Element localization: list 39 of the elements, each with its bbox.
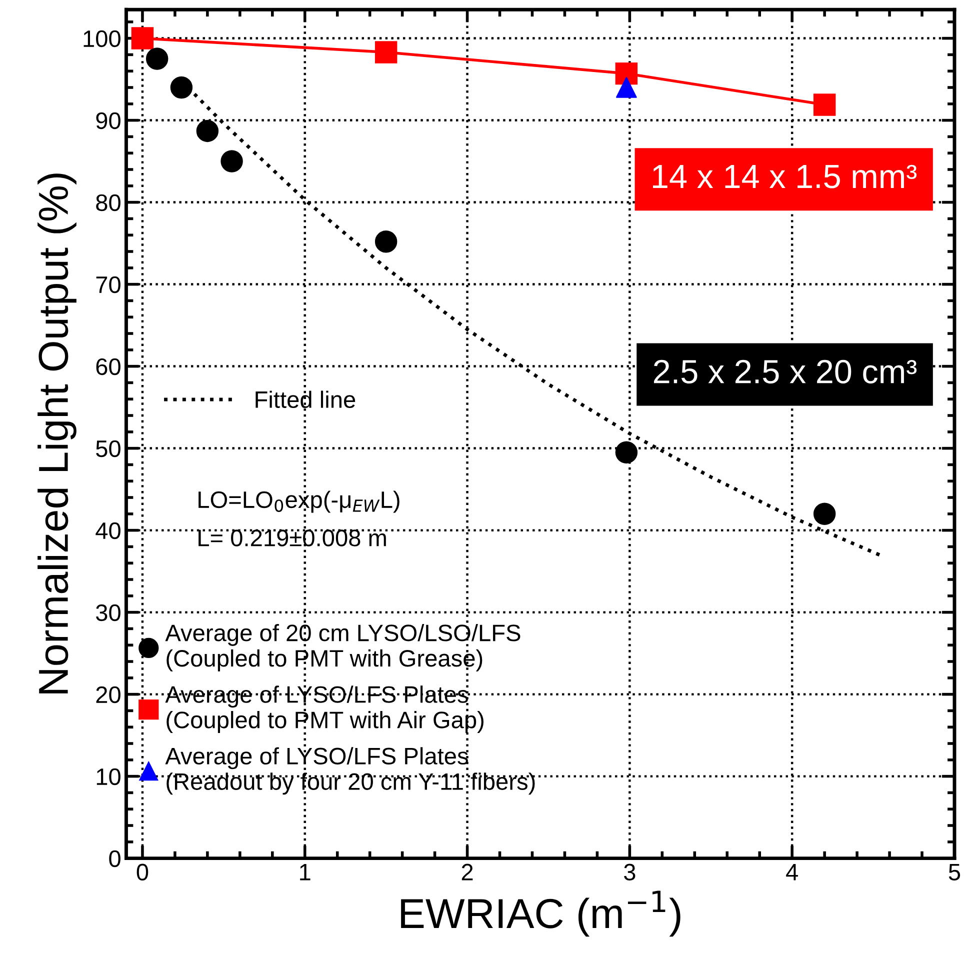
point: [813, 94, 836, 116]
x-axis-title: EWRIAC (m$^{−1}$): [401, 890, 680, 937]
legend-label: Fitted line: [256, 390, 356, 408]
x-tick-label: 2: [462, 864, 473, 880]
point: [616, 77, 637, 98]
y-tick-label: 50: [96, 440, 120, 458]
point: [196, 120, 219, 142]
y-tick-label: 100: [84, 30, 120, 48]
x-tick-label: 1: [300, 864, 310, 880]
point: [170, 76, 193, 99]
y-tick-label: 40: [96, 522, 120, 540]
y-tick-label: 90: [96, 112, 120, 130]
point: [615, 441, 638, 464]
point: [220, 150, 243, 172]
point: [374, 230, 398, 253]
x-tick-label: 5: [948, 864, 960, 881]
annotation: LO=LO$_{0}$exp(-μ$_{EW}$L): [198, 490, 400, 513]
point: [615, 62, 638, 85]
point: [146, 48, 168, 70]
y-tick-label: 10: [96, 768, 120, 786]
y-tick-label: 80: [96, 194, 120, 212]
annotation: 2.5 x 2.5 x 20 cm³: [654, 360, 917, 384]
point: [374, 41, 398, 64]
x-tick-label: 4: [786, 864, 798, 880]
point: [813, 502, 836, 526]
y-tick-label: 20: [96, 686, 120, 704]
legend-label: Average of LYSO/LFS Plates (Readout by four 20 cm Y-11 fibers): [165, 747, 535, 795]
y-tick-label: 60: [96, 358, 120, 376]
legend-label: Average of 20 cm LYSO/LSO/LFS (Coupled to PMT with Grease): [165, 624, 520, 672]
legend-label: Average of LYSO/LFS Plates (Coupled to PMT with Air Gap): [165, 686, 484, 734]
y-tick-label: 30: [96, 604, 120, 622]
x-tick-label: 0: [136, 864, 148, 881]
y-tick-label: 0: [109, 850, 120, 868]
y-tick-label: 70: [96, 276, 120, 294]
y-axis-title: Normalized Light Output (%): [38, 174, 76, 694]
point: [131, 27, 154, 50]
x-tick-label: 3: [624, 864, 636, 881]
annotation: 14 x 14 x 1.5 mm³: [653, 164, 917, 188]
annotation: L= 0.219±0.008 m: [198, 530, 386, 546]
